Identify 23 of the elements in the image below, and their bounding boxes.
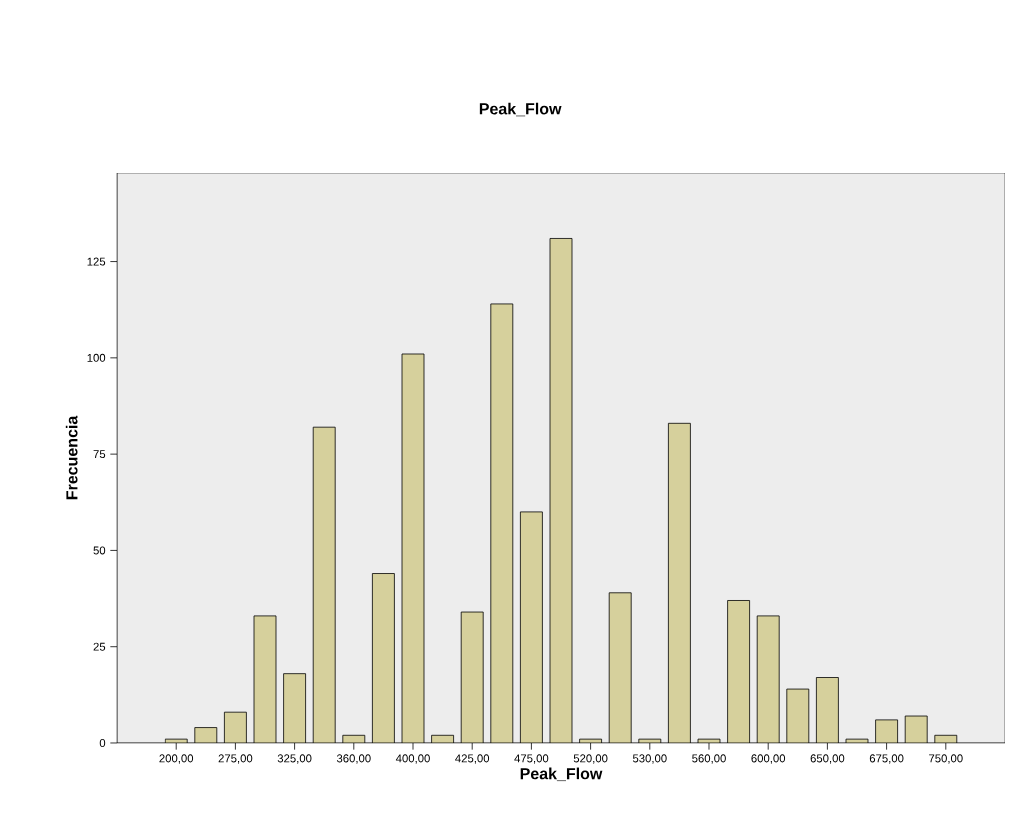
x-tick-label: 275,00: [218, 754, 253, 764]
x-axis-title: Peak_Flow: [520, 767, 603, 782]
x-tick-label: 400,00: [395, 754, 430, 764]
x-tick-label: 600,00: [751, 754, 786, 764]
y-tick-label: 25: [93, 642, 106, 651]
x-tick-label: 200,00: [159, 754, 194, 764]
x-tick-label: 425,00: [455, 754, 490, 764]
y-tick-label: 125: [87, 257, 106, 266]
chart-title: Peak_Flow: [479, 102, 562, 117]
y-axis-title: Frecuencia: [65, 415, 78, 500]
x-tick-label: 325,00: [277, 754, 312, 764]
y-tick-label: 100: [87, 353, 106, 362]
x-tick-label: 750,00: [929, 754, 963, 764]
x-tick-label: 475,00: [514, 754, 549, 764]
x-tick-label: 520,00: [573, 754, 608, 764]
x-tick-label: 360,00: [336, 754, 371, 764]
x-tick-label: 560,00: [692, 754, 726, 764]
y-tick-label: 50: [93, 546, 106, 555]
y-tick-label: 75: [93, 450, 106, 459]
y-tick-label: 0: [99, 738, 106, 747]
x-tick-label: 650,00: [810, 754, 845, 764]
x-tick-label: 530,00: [632, 754, 667, 764]
x-tick-label: 675,00: [869, 754, 904, 764]
